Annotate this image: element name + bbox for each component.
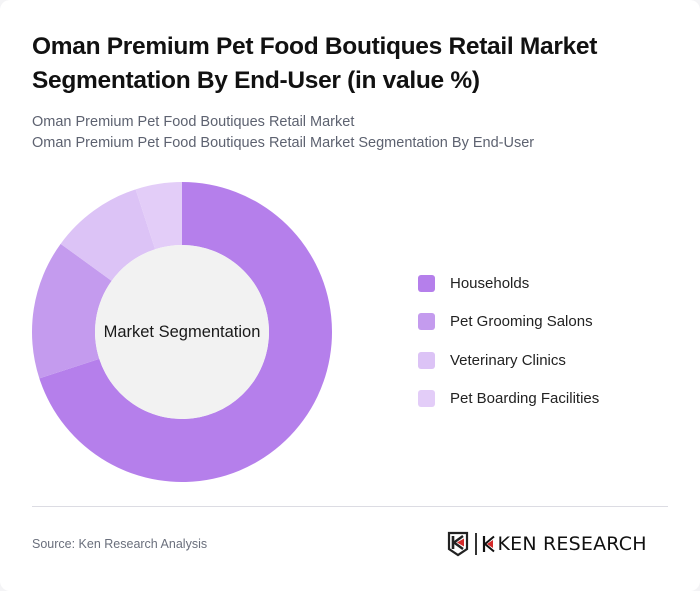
legend-swatch	[418, 351, 435, 369]
chart-title: Oman Premium Pet Food Boutiques Retail M…	[32, 33, 598, 94]
ken-research-logo: KEN RESEARCH	[447, 530, 647, 558]
donut-slice-veterinary-clinics[interactable]	[60, 189, 156, 281]
legend-swatch	[418, 274, 435, 292]
k-arrow-icon	[482, 535, 495, 553]
shield-k-icon	[447, 531, 469, 557]
footer-divider	[32, 506, 668, 507]
donut-svg	[31, 182, 332, 482]
legend-item-veterinary-clinics[interactable]: Veterinary Clinics	[418, 341, 599, 380]
donut-slice-pet-boarding-facilities[interactable]	[135, 182, 182, 250]
legend-swatch	[418, 313, 435, 331]
source-note: Source: Ken Research Analysis	[32, 537, 208, 551]
legend-item-pet-grooming-salons[interactable]: Pet Grooming Salons	[418, 303, 599, 342]
subtitle-line-1: Oman Premium Pet Food Boutiques Retail M…	[32, 114, 355, 130]
logo-text: KEN RESEARCH	[497, 533, 647, 555]
donut-center	[95, 245, 269, 419]
chart-legend: Households Pet Grooming Salons Veterinar…	[418, 264, 599, 418]
legend-label: Households	[450, 274, 530, 292]
donut-slice-pet-grooming-salons[interactable]	[31, 243, 112, 379]
subtitle-line-2: Oman Premium Pet Food Boutiques Retail M…	[32, 135, 535, 151]
donut-chart: Market Segmentation	[30, 180, 334, 484]
legend-item-pet-boarding-facilities[interactable]: Pet Boarding Facilities	[418, 380, 599, 419]
donut-slice-households[interactable]	[39, 182, 332, 482]
logo-separator	[475, 533, 477, 555]
legend-label: Pet Grooming Salons	[450, 313, 593, 331]
chart-subtitle: Oman Premium Pet Food Boutiques Retail M…	[32, 112, 672, 154]
legend-label: Veterinary Clinics	[450, 351, 566, 369]
legend-label: Pet Boarding Facilities	[450, 390, 600, 408]
legend-swatch	[418, 390, 435, 408]
legend-item-households[interactable]: Households	[418, 264, 599, 303]
